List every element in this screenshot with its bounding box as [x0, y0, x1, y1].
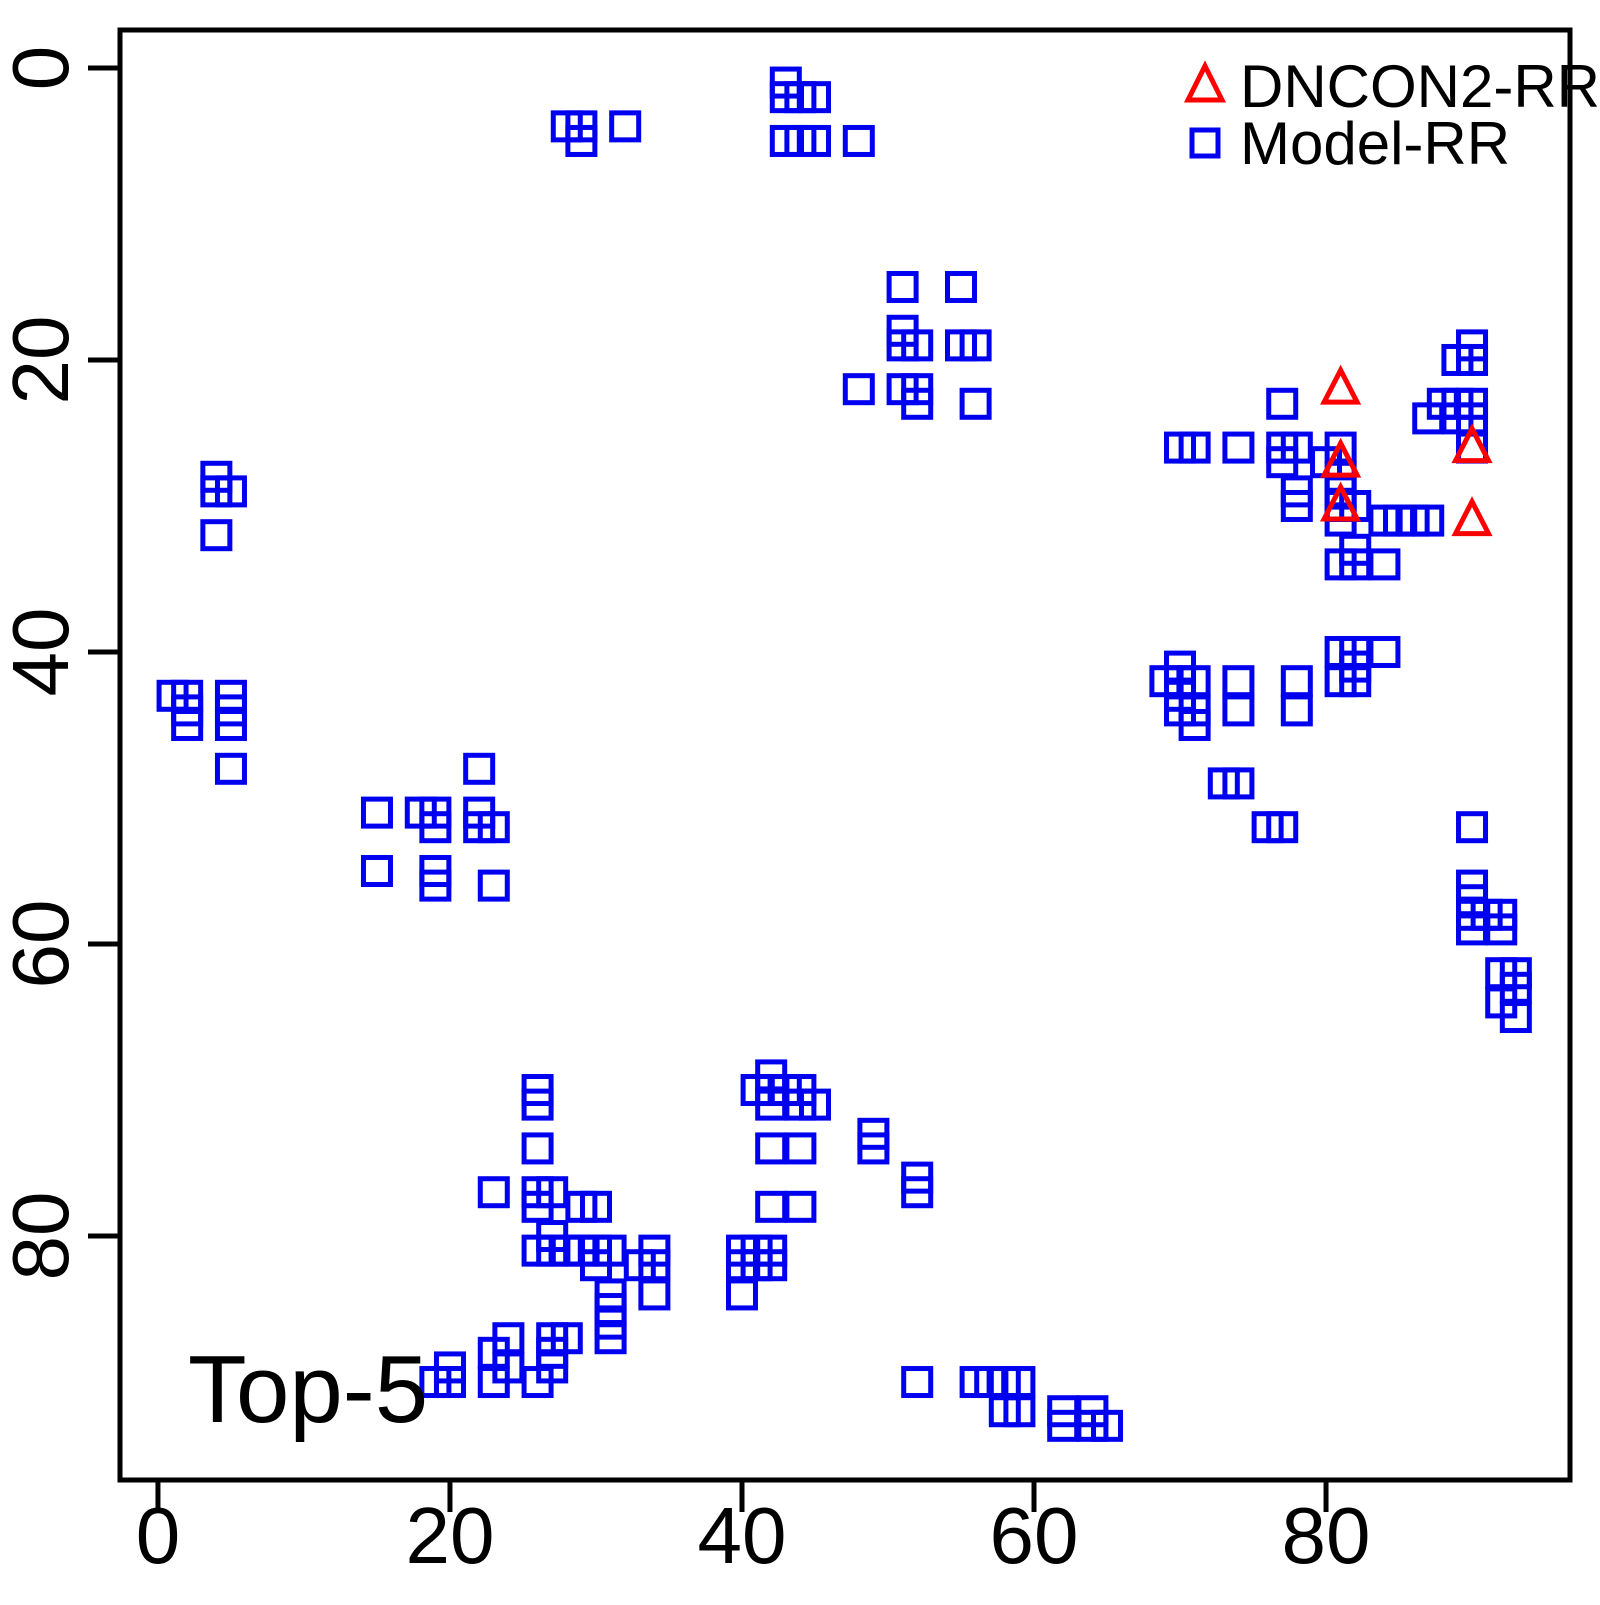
model-rr-point	[214, 752, 247, 785]
model-rr-point	[1222, 665, 1255, 698]
y-tick-label: 80	[0, 1192, 85, 1281]
model-rr-point	[901, 387, 934, 420]
legend-item-dncon2: DNCON2-RR	[1183, 53, 1600, 120]
legend-label-dncon2: DNCON2-RR	[1240, 53, 1600, 120]
model-rr-point	[477, 811, 510, 844]
model-rr-point	[579, 1190, 612, 1223]
legend-item-model: Model-RR	[1189, 110, 1510, 177]
model-rr-point	[798, 81, 831, 114]
model-rr-point	[1091, 1409, 1124, 1442]
model-rr-point	[477, 869, 510, 902]
model-rr-point	[901, 329, 934, 362]
model-rr-point	[463, 752, 496, 785]
model-rr-point	[638, 1278, 671, 1311]
x-tick-label: 60	[990, 1491, 1079, 1580]
model-rr-point	[901, 1176, 934, 1209]
model-rr-point	[1178, 431, 1211, 464]
model-rr-point	[784, 1190, 817, 1223]
model-rr-point	[1280, 665, 1313, 698]
x-tick-label: 0	[136, 1491, 181, 1580]
y-axis: 0 20 40 60 80	[0, 46, 120, 1281]
model-rr-point	[419, 811, 452, 844]
dncon2-rr-point	[1320, 481, 1362, 522]
x-tick-label: 20	[405, 1491, 494, 1580]
model-rr-point	[1368, 548, 1401, 581]
model-rr-point	[784, 1132, 817, 1165]
model-rr-point	[1266, 811, 1299, 844]
model-rr-point	[521, 1132, 554, 1165]
model-rr-point	[1485, 913, 1518, 946]
model-rr-point	[755, 1249, 788, 1282]
model-rr-point	[1222, 431, 1255, 464]
model-rr-point	[1339, 665, 1372, 698]
model-rr-point	[200, 519, 233, 552]
model-rr-point	[857, 1132, 890, 1165]
model-rr-point	[433, 1366, 466, 1399]
legend-label-model: Model-RR	[1240, 110, 1510, 177]
model-rr-point	[1456, 343, 1489, 376]
model-rr-point	[1222, 694, 1255, 727]
model-rr-points-layer	[156, 66, 1532, 1442]
model-rr-point	[945, 270, 978, 303]
model-rr-point	[419, 869, 452, 902]
model-rr-point	[521, 1088, 554, 1121]
model-rr-point	[360, 855, 393, 888]
model-rr-point	[1412, 504, 1445, 537]
y-tick-label: 0	[0, 46, 85, 91]
model-rr-point	[755, 1132, 788, 1165]
model-rr-point	[1280, 489, 1313, 522]
x-tick-label: 80	[1282, 1491, 1371, 1580]
model-rr-point	[1456, 811, 1489, 844]
model-rr-point	[360, 796, 393, 829]
model-rr-point	[214, 475, 247, 508]
model-rr-point	[755, 1190, 788, 1223]
model-rr-point	[1499, 1001, 1532, 1034]
model-rr-point	[959, 329, 992, 362]
model-rr-point	[609, 110, 642, 143]
model-rr-point	[798, 124, 831, 157]
dncon2-rr-point	[1320, 437, 1362, 478]
model-rr-point	[842, 373, 875, 406]
y-tick-label: 60	[0, 900, 85, 989]
model-rr-point	[901, 1366, 934, 1399]
model-rr-point	[521, 1366, 554, 1399]
model-rr-point	[798, 1088, 831, 1121]
square-icon	[1189, 127, 1221, 159]
legend: DNCON2-RR Model-RR	[1183, 53, 1600, 177]
model-rr-point	[477, 1176, 510, 1209]
model-rr-point	[1368, 635, 1401, 668]
model-rr-point	[842, 124, 875, 157]
model-rr-point	[1178, 708, 1211, 741]
model-rr-point	[1003, 1395, 1036, 1428]
model-rr-point	[1222, 767, 1255, 800]
plot-title: Top-5	[188, 1336, 428, 1443]
triangle-icon	[1183, 60, 1227, 103]
dncon2-rr-point	[1451, 496, 1493, 537]
model-rr-point	[725, 1278, 758, 1311]
model-rr-point	[1280, 694, 1313, 727]
model-rr-point	[959, 387, 992, 420]
dncon2-rr-point	[1451, 423, 1493, 464]
x-axis: 0 20 40 60 80	[136, 1480, 1371, 1580]
model-rr-point	[594, 1322, 627, 1355]
model-rr-point	[565, 124, 598, 157]
y-tick-label: 20	[0, 315, 85, 404]
y-tick-label: 40	[0, 607, 85, 696]
dncon2-rr-point	[1320, 364, 1362, 405]
model-rr-point	[1266, 387, 1299, 420]
model-rr-point	[171, 708, 204, 741]
plot-box	[117, 27, 1573, 1483]
dncon2-rr-points-layer	[1320, 364, 1493, 537]
model-rr-point	[477, 1366, 510, 1399]
model-rr-point	[886, 270, 919, 303]
model-rr-point	[214, 708, 247, 741]
x-tick-label: 40	[697, 1491, 786, 1580]
